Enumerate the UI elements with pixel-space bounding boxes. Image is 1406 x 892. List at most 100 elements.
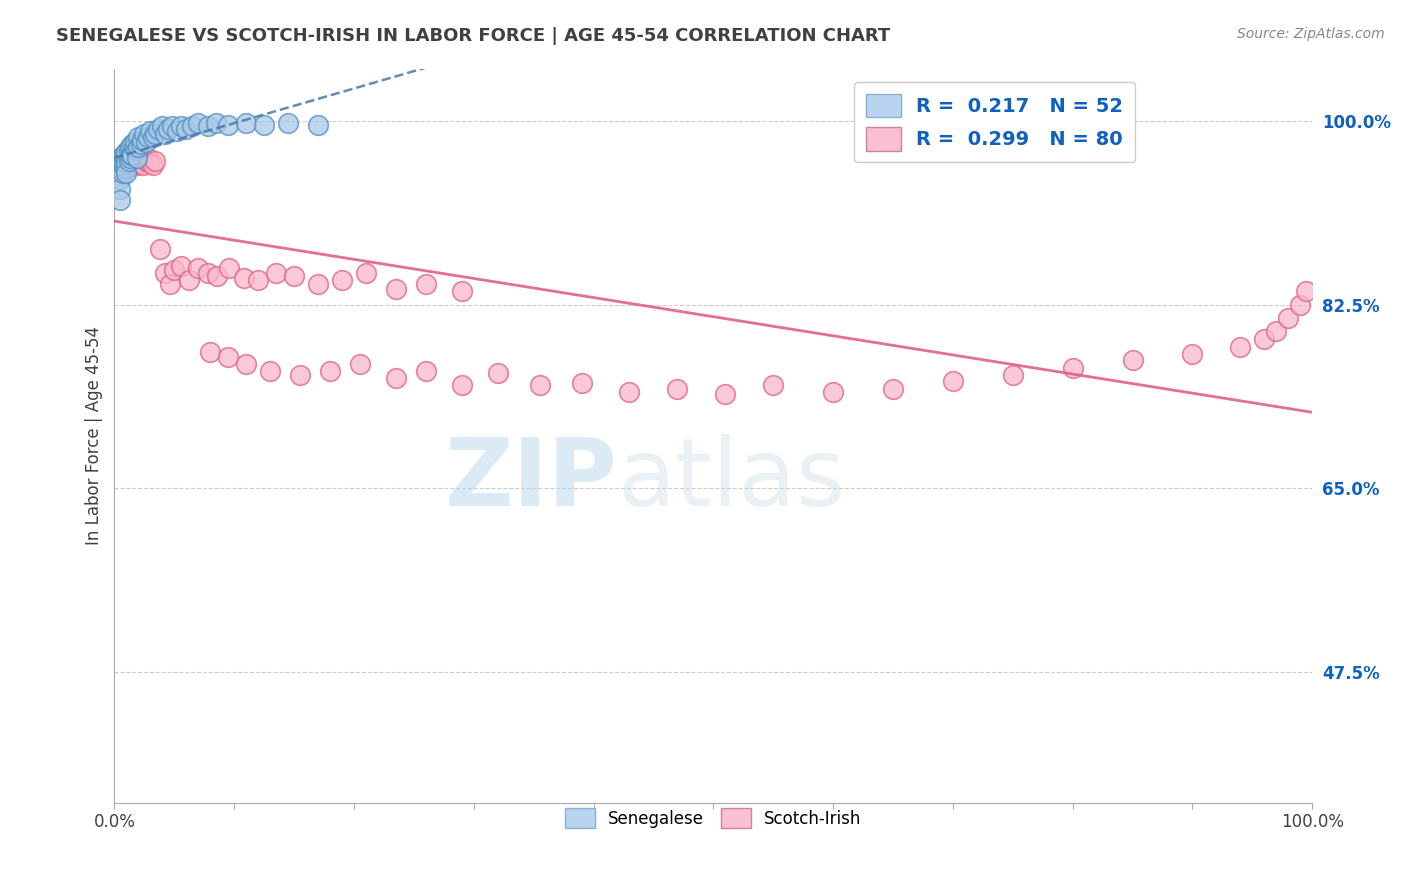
Point — [149, 242, 172, 256]
Point — [207, 269, 229, 284]
Point — [120, 147, 142, 161]
Point — [114, 147, 136, 161]
Point — [142, 158, 165, 172]
Point — [307, 118, 329, 132]
Point — [134, 127, 156, 141]
Point — [132, 158, 155, 172]
Point — [153, 127, 176, 141]
Point — [139, 156, 162, 170]
Point — [307, 277, 329, 291]
Text: SENEGALESE VS SCOTCH-IRISH IN LABOR FORCE | AGE 45-54 CORRELATION CHART: SENEGALESE VS SCOTCH-IRISH IN LABOR FORC… — [56, 27, 890, 45]
Point — [146, 122, 169, 136]
Point — [385, 371, 408, 385]
Point — [205, 116, 228, 130]
Point — [385, 282, 408, 296]
Point — [247, 273, 270, 287]
Point — [486, 366, 509, 380]
Point — [111, 166, 134, 180]
Point — [117, 161, 139, 176]
Point — [415, 364, 437, 378]
Text: ZIP: ZIP — [444, 434, 617, 525]
Point — [122, 151, 145, 165]
Point — [264, 266, 287, 280]
Point — [1122, 353, 1144, 368]
Point — [415, 277, 437, 291]
Point — [114, 161, 136, 176]
Point — [118, 153, 141, 168]
Point — [129, 137, 152, 152]
Point — [127, 151, 149, 165]
Point — [181, 120, 204, 134]
Point — [115, 145, 138, 160]
Point — [121, 147, 143, 161]
Point — [1295, 284, 1317, 298]
Point — [114, 151, 136, 165]
Point — [1229, 340, 1251, 354]
Point — [143, 127, 166, 141]
Point — [118, 151, 141, 165]
Point — [115, 150, 138, 164]
Point — [135, 135, 157, 149]
Point — [127, 151, 149, 165]
Point — [110, 156, 132, 170]
Text: Source: ZipAtlas.com: Source: ZipAtlas.com — [1237, 27, 1385, 41]
Point — [110, 193, 132, 207]
Point — [150, 120, 173, 134]
Point — [112, 147, 135, 161]
Point — [277, 116, 299, 130]
Point — [112, 156, 135, 170]
Point — [330, 273, 353, 287]
Point — [124, 153, 146, 168]
Point — [157, 122, 180, 136]
Point — [110, 182, 132, 196]
Point — [120, 147, 142, 161]
Point — [160, 120, 183, 134]
Point — [111, 158, 134, 172]
Point — [187, 260, 209, 275]
Point — [136, 129, 159, 144]
Point — [619, 384, 641, 399]
Point — [143, 153, 166, 168]
Point — [259, 364, 281, 378]
Point — [111, 156, 134, 170]
Point — [1253, 332, 1275, 346]
Point — [174, 122, 197, 136]
Point — [125, 158, 148, 172]
Point — [187, 116, 209, 130]
Point — [110, 151, 132, 165]
Point — [319, 364, 342, 378]
Point — [139, 124, 162, 138]
Point — [288, 368, 311, 382]
Point — [1001, 368, 1024, 382]
Point — [124, 135, 146, 149]
Point — [118, 140, 141, 154]
Point — [714, 386, 737, 401]
Point — [450, 284, 472, 298]
Point — [125, 144, 148, 158]
Point — [349, 358, 371, 372]
Point — [115, 145, 138, 160]
Point — [159, 277, 181, 291]
Point — [942, 374, 965, 388]
Point — [235, 358, 257, 372]
Point — [153, 266, 176, 280]
Point — [762, 378, 785, 392]
Point — [112, 151, 135, 165]
Point — [110, 161, 132, 176]
Point — [235, 116, 257, 130]
Point — [1181, 347, 1204, 361]
Point — [200, 344, 222, 359]
Point — [136, 151, 159, 165]
Point — [253, 118, 276, 132]
Point — [114, 153, 136, 167]
Point — [823, 384, 845, 399]
Point — [110, 161, 132, 176]
Text: atlas: atlas — [617, 434, 846, 525]
Legend: Senegalese, Scotch-Irish: Senegalese, Scotch-Irish — [558, 801, 869, 835]
Point — [177, 273, 200, 287]
Point — [170, 120, 193, 134]
Point — [529, 378, 551, 392]
Point — [122, 140, 145, 154]
Point — [450, 378, 472, 392]
Point — [111, 153, 134, 168]
